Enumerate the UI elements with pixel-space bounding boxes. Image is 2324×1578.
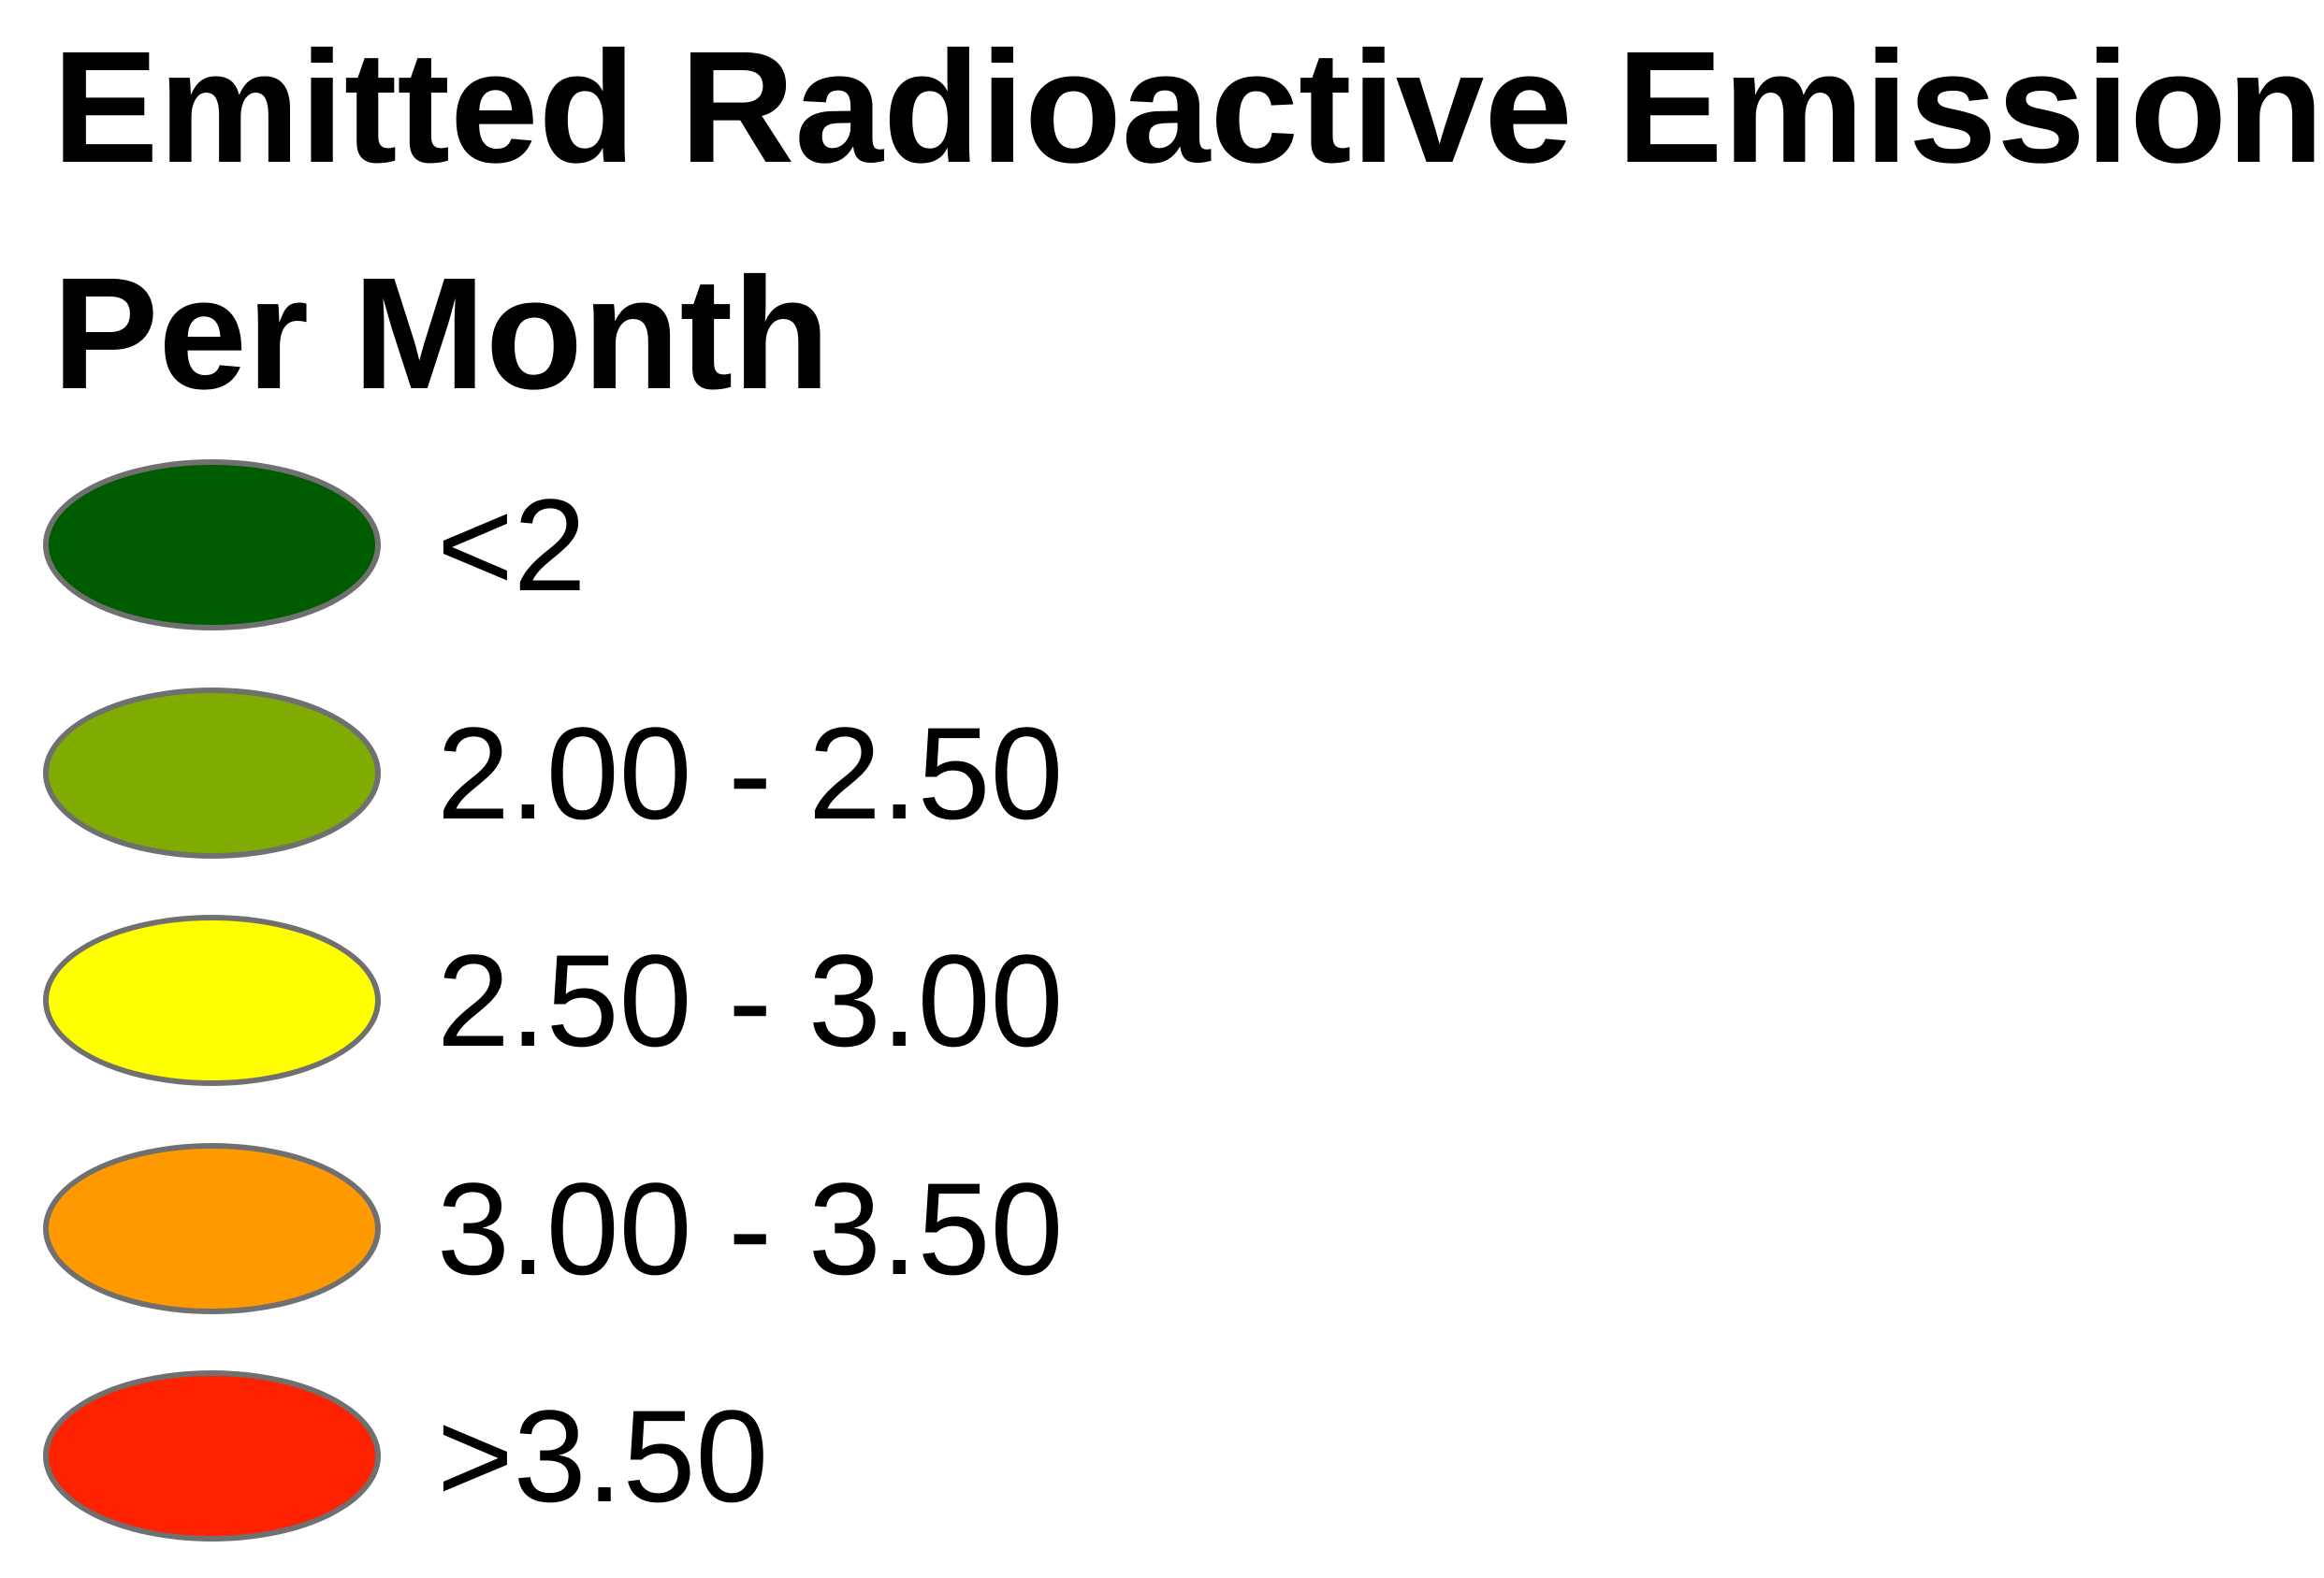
legend-label: 2.50 - 3.00 xyxy=(437,927,1064,1074)
legend-swatch xyxy=(43,1370,381,1542)
legend-label: 3.00 - 3.50 xyxy=(437,1155,1064,1302)
legend-item: 2.00 - 2.50 xyxy=(43,688,1166,861)
legend-swatch xyxy=(43,688,381,859)
legend-swatch xyxy=(43,459,381,630)
legend-item: <2 xyxy=(43,459,1166,633)
legend-label: 2.00 - 2.50 xyxy=(437,700,1064,847)
legend-swatch xyxy=(43,915,381,1086)
legend-subtitle: Per Month xyxy=(52,245,831,423)
legend-label: <2 xyxy=(437,471,587,618)
legend-item: 2.50 - 3.00 xyxy=(43,915,1166,1089)
legend-label: >3.50 xyxy=(437,1383,769,1529)
legend-swatch xyxy=(43,1143,381,1314)
legend-title: Emitted Radioactive Emission xyxy=(52,19,2324,196)
legend-item: >3.50 xyxy=(43,1370,1166,1544)
legend-item: 3.00 - 3.50 xyxy=(43,1143,1166,1317)
